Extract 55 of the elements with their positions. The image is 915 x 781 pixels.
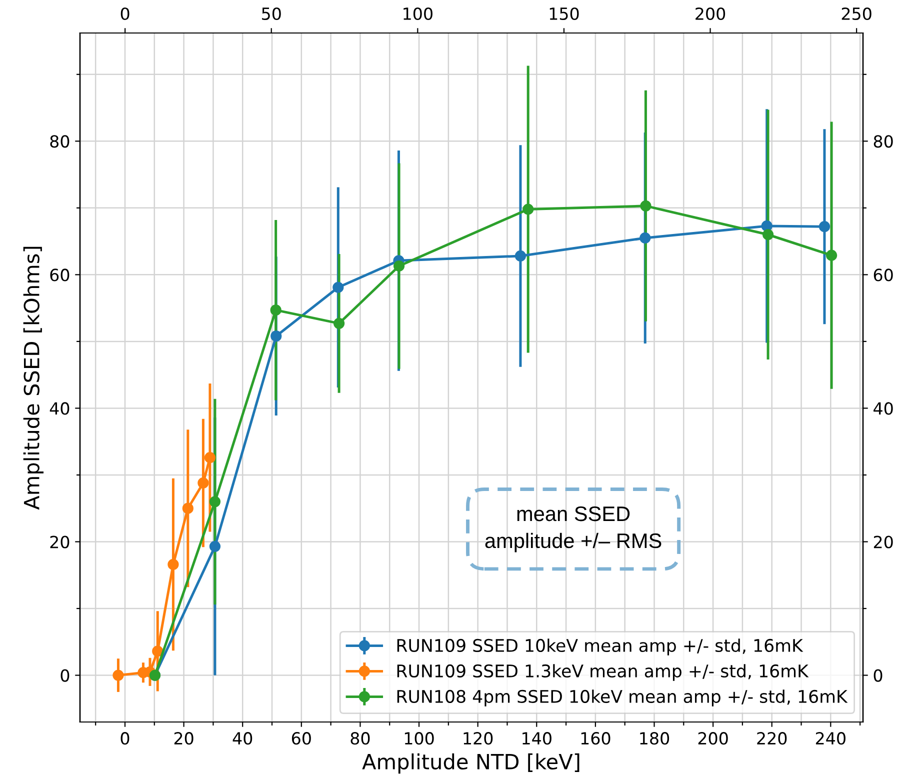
y-tick-label: 40 [50,402,70,415]
x-tick-label: 240 [816,732,846,745]
point [198,477,209,489]
x-tick-label: 220 [757,732,787,745]
x-tick-label: 200 [698,732,728,745]
x2-tick-label: 50 [262,7,281,20]
x-tick-label: 0 [120,732,130,745]
y2-tick-label: 0 [874,669,882,682]
point [514,250,526,262]
y2-tick-label: 80 [874,135,893,148]
point [333,318,345,329]
point [332,282,344,293]
point [640,200,652,212]
point [204,452,216,464]
annotation: mean SSED amplitude +/– RMS [485,506,662,552]
y2-tick-label: 60 [874,268,893,282]
point [393,260,405,272]
point [270,330,282,342]
x-tick-label: 160 [581,732,610,745]
x-tick-label: 180 [640,732,670,745]
point [209,540,221,552]
point [152,646,164,657]
point [112,670,124,681]
x-tick-label: 60 [292,732,311,745]
legend-label: RUN109 SSED 1.3keV mean amp +/- std, 16mK [397,664,809,681]
x-tick-label: 100 [404,732,434,745]
point [209,496,221,508]
x-tick-label: 140 [522,732,552,745]
legend-label: RUN108 4pm SSED 10keV mean amp +/- std, 16mK [397,690,848,706]
x2-tick-label: 250 [842,7,872,20]
y-tick-label: 20 [50,536,70,548]
y-axis-title: Amplitude SSED [kOhms] [23,246,44,510]
point [826,250,838,261]
y-tick-label: 80 [50,135,70,148]
x2-tick-label: 200 [696,7,726,20]
point [640,232,651,244]
x2-tick-label: 150 [550,7,579,20]
x-axis-title: Amplitude NTD [keV] [362,753,580,774]
x2-tick-label: 100 [404,7,432,20]
y2-tick-label: 40 [874,402,893,415]
x-tick-label: 40 [232,732,252,745]
legend-label: RUN109 SSED 10keV mean amp +/- std, 16mK [397,638,804,656]
x-tick-label: 120 [464,732,493,745]
y-tick-label: 60 [50,268,70,282]
point [270,304,282,316]
x2-tick-label: 0 [120,7,130,20]
point [182,502,194,514]
point [818,221,830,232]
y-tick-label: 0 [60,669,70,682]
x-tick-label: 20 [174,732,194,745]
point [762,229,774,240]
x-tick-label: 80 [350,732,370,745]
y2-tick-label: 20 [874,536,893,548]
point [522,204,534,215]
point [168,558,179,570]
